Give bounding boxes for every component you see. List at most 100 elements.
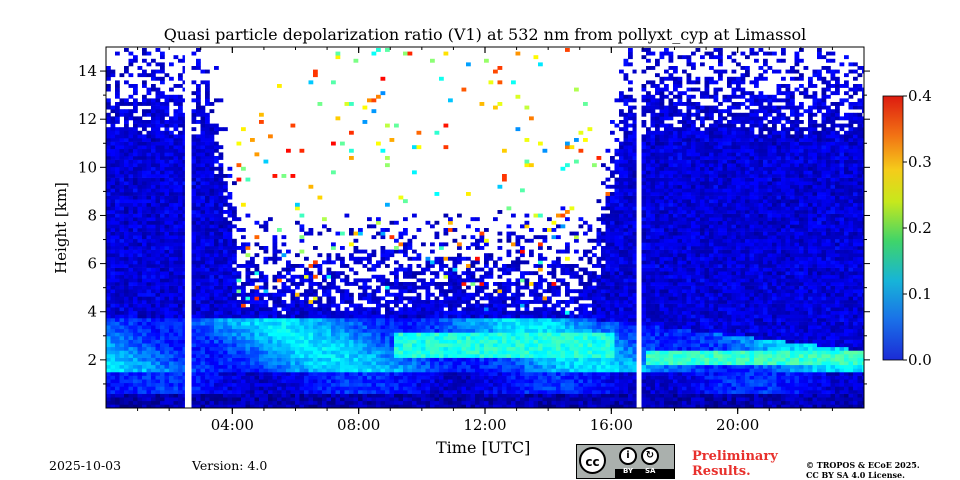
heatmap-cell: [448, 310, 453, 315]
heatmap-cell: [169, 343, 174, 348]
heatmap-cell: [173, 112, 179, 117]
heatmap-cell: [178, 285, 183, 290]
heatmap-cell: [421, 361, 426, 366]
heatmap-cell: [322, 274, 327, 279]
heatmap-cell: [524, 400, 530, 405]
heatmap-cell: [304, 318, 309, 322]
heatmap-cell: [385, 303, 390, 308]
heatmap-cell: [326, 332, 332, 337]
heatmap-cell: [142, 181, 147, 186]
heatmap-cell: [304, 307, 309, 312]
heatmap-cell: [277, 325, 282, 330]
heatmap-cell: [277, 368, 282, 373]
heatmap-cell: [412, 400, 417, 405]
heatmap-cell: [151, 213, 156, 218]
heatmap-cell: [493, 318, 498, 322]
heatmap-cell: [223, 375, 228, 380]
heatmap-cell: [304, 303, 309, 308]
heatmap-cell: [511, 372, 516, 376]
heatmap-cell: [151, 364, 156, 369]
heatmap-cell: [164, 285, 170, 290]
heatmap-cell: [200, 170, 206, 175]
heatmap-cell: [331, 386, 336, 391]
heatmap-cell: [286, 379, 291, 384]
heatmap-cell: [484, 357, 489, 362]
heatmap-cell: [403, 336, 408, 340]
heatmap-cell: [421, 364, 426, 369]
heatmap-cell: [502, 350, 507, 355]
heatmap-cell: [245, 400, 251, 405]
heatmap-cell: [191, 375, 197, 380]
heatmap-cell: [254, 285, 260, 290]
heatmap-cell: [506, 253, 512, 258]
heatmap-cell: [115, 300, 120, 304]
heatmap-cell: [191, 152, 197, 157]
heatmap-cell: [524, 332, 530, 337]
heatmap-cell: [155, 152, 161, 157]
heatmap-cell: [470, 400, 476, 405]
heatmap-cell: [425, 386, 431, 391]
heatmap-cell: [214, 217, 219, 222]
heatmap-cell: [137, 289, 143, 294]
heatmap-cell: [425, 361, 431, 366]
heatmap-cell: [241, 336, 246, 340]
heatmap-cell: [353, 404, 359, 408]
heatmap-cell: [394, 393, 399, 398]
heatmap-cell: [448, 220, 453, 225]
heatmap-cell: [173, 386, 179, 391]
heatmap-cell: [344, 321, 350, 326]
heatmap-cell: [160, 102, 165, 106]
heatmap-cell: [443, 346, 449, 351]
heatmap-cell: [160, 397, 165, 402]
heatmap-cell: [520, 332, 525, 337]
heatmap-cell: [277, 393, 282, 398]
heatmap-cell: [160, 184, 165, 189]
heatmap-cell: [493, 346, 498, 351]
heatmap-cell: [421, 368, 426, 373]
heatmap-cell: [137, 393, 143, 398]
heatmap-cell: [308, 382, 314, 387]
heatmap-cell: [385, 379, 390, 384]
heatmap-cell: [367, 260, 372, 265]
heatmap-cell: [164, 195, 170, 200]
heatmap-cell: [241, 390, 246, 394]
heatmap-cell: [385, 357, 390, 362]
heatmap-cell: [227, 278, 233, 283]
heatmap-cell: [524, 361, 530, 366]
heatmap-cell: [115, 400, 120, 405]
heatmap-cell: [367, 256, 372, 261]
heatmap-cell: [151, 346, 156, 351]
heatmap-cell: [128, 285, 134, 290]
heatmap-cell: [376, 357, 381, 362]
heatmap-cell: [362, 361, 368, 366]
heatmap-cell: [376, 328, 381, 333]
heatmap-cell: [236, 404, 242, 408]
heatmap-cell: [497, 372, 503, 376]
heatmap-cell: [448, 382, 453, 387]
heatmap-cell: [502, 282, 507, 286]
heatmap-cell: [160, 390, 165, 394]
heatmap-cell: [173, 177, 179, 182]
heatmap-cell: [191, 246, 197, 250]
heatmap-cell: [506, 375, 512, 380]
heatmap-cell: [173, 170, 179, 175]
heatmap-cell: [466, 264, 471, 268]
heatmap-cell: [169, 87, 174, 92]
heatmap-cell: [358, 318, 363, 322]
heatmap-cell: [394, 296, 399, 301]
heatmap-cell: [146, 393, 152, 398]
heatmap-cell: [308, 350, 314, 355]
heatmap-cell: [115, 202, 120, 207]
heatmap-cell: [133, 357, 138, 362]
heatmap-cell: [493, 364, 498, 369]
heatmap-cell: [245, 318, 251, 322]
heatmap-cell: [439, 328, 444, 333]
heatmap-cell: [227, 372, 233, 376]
heatmap-cell: [214, 253, 219, 258]
heatmap-cell: [407, 372, 413, 376]
heatmap-cell: [151, 282, 156, 286]
heatmap-cell: [434, 368, 440, 373]
heatmap-cell: [416, 357, 422, 362]
heatmap-cell: [475, 404, 480, 408]
heatmap-cell: [200, 80, 206, 85]
